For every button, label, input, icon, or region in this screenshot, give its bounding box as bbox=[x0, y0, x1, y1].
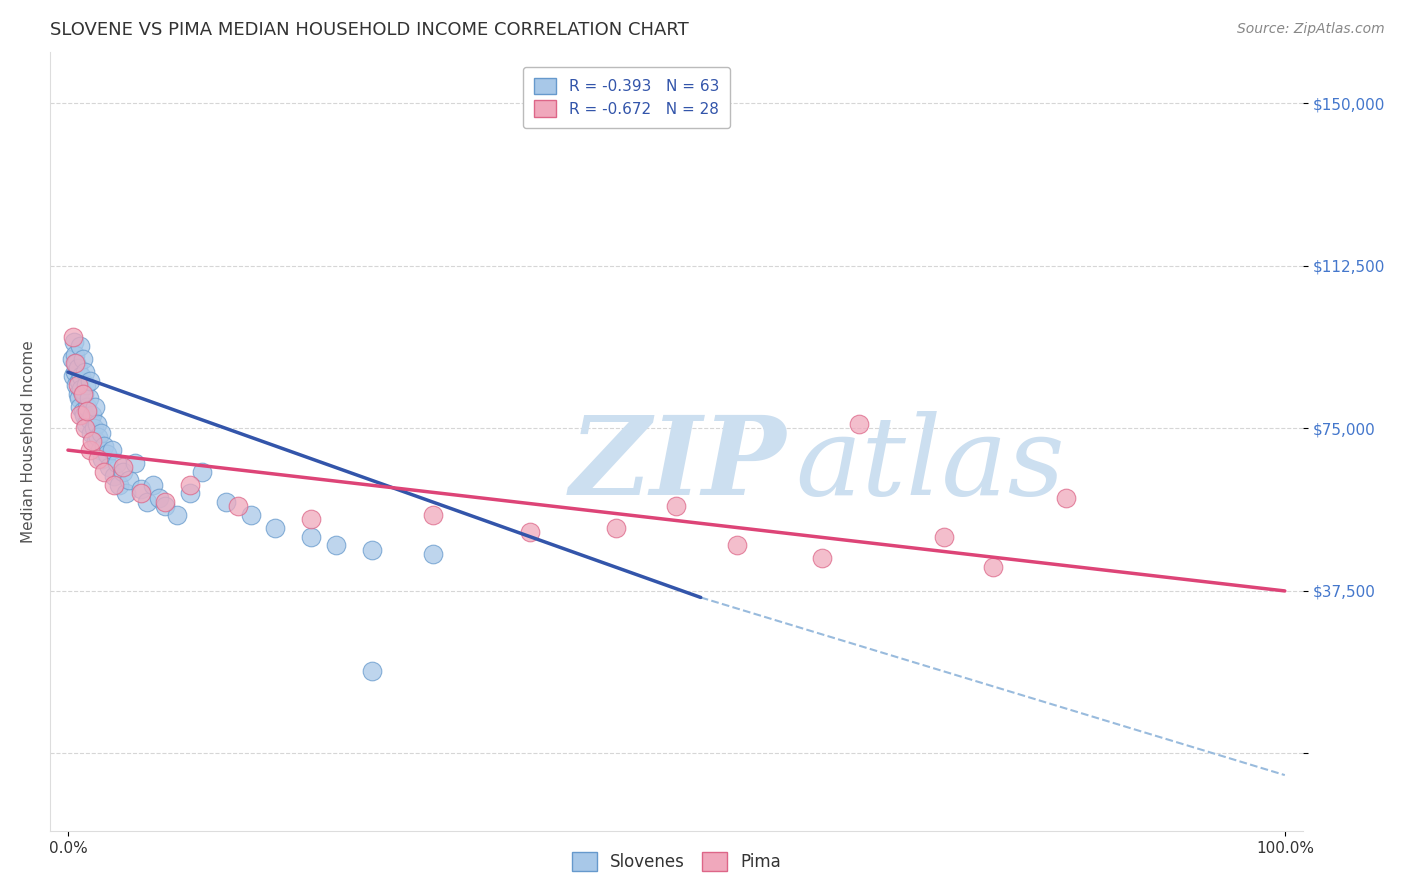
Point bbox=[519, 525, 541, 540]
Point bbox=[86, 417, 108, 431]
Point bbox=[73, 409, 96, 423]
Point bbox=[65, 356, 87, 370]
Legend: Slovenes, Pima: Slovenes, Pima bbox=[565, 846, 787, 878]
Point bbox=[79, 443, 101, 458]
Point bbox=[299, 530, 322, 544]
Point bbox=[118, 474, 141, 488]
Point bbox=[981, 560, 1004, 574]
Point bbox=[75, 378, 97, 392]
Point bbox=[361, 664, 384, 678]
Point bbox=[77, 391, 100, 405]
Point bbox=[96, 447, 118, 461]
Point bbox=[65, 356, 87, 370]
Point bbox=[811, 551, 834, 566]
Point bbox=[79, 413, 101, 427]
Point bbox=[101, 443, 124, 458]
Point bbox=[87, 451, 110, 466]
Point bbox=[105, 456, 128, 470]
Point bbox=[299, 512, 322, 526]
Point bbox=[82, 434, 104, 449]
Point bbox=[87, 430, 110, 444]
Point bbox=[69, 400, 91, 414]
Point bbox=[69, 409, 91, 423]
Point bbox=[70, 383, 93, 397]
Point bbox=[72, 386, 94, 401]
Point bbox=[65, 348, 87, 362]
Point bbox=[93, 465, 115, 479]
Text: SLOVENE VS PIMA MEDIAN HOUSEHOLD INCOME CORRELATION CHART: SLOVENE VS PIMA MEDIAN HOUSEHOLD INCOME … bbox=[49, 21, 689, 39]
Point bbox=[191, 465, 214, 479]
Point bbox=[82, 409, 104, 423]
Point bbox=[76, 400, 98, 414]
Point bbox=[90, 425, 112, 440]
Point bbox=[83, 400, 105, 414]
Point bbox=[98, 460, 121, 475]
Point bbox=[89, 443, 111, 458]
Point bbox=[67, 374, 90, 388]
Point bbox=[62, 330, 84, 344]
Point bbox=[79, 374, 101, 388]
Point bbox=[422, 547, 444, 561]
Point bbox=[325, 538, 347, 552]
Point bbox=[84, 434, 107, 449]
Point bbox=[66, 378, 89, 392]
Point bbox=[725, 538, 748, 552]
Point bbox=[75, 417, 97, 431]
Point bbox=[62, 369, 84, 384]
Point bbox=[103, 469, 125, 483]
Point bbox=[111, 465, 134, 479]
Point bbox=[136, 495, 159, 509]
Point bbox=[83, 421, 105, 435]
Point bbox=[91, 451, 114, 466]
Point bbox=[108, 477, 131, 491]
Point bbox=[665, 500, 688, 514]
Point bbox=[129, 482, 152, 496]
Text: ZIP: ZIP bbox=[569, 411, 786, 518]
Point bbox=[103, 477, 125, 491]
Point bbox=[605, 521, 627, 535]
Point bbox=[60, 352, 83, 367]
Point bbox=[422, 508, 444, 522]
Point bbox=[179, 486, 201, 500]
Point bbox=[155, 495, 177, 509]
Point bbox=[67, 391, 90, 405]
Text: Source: ZipAtlas.com: Source: ZipAtlas.com bbox=[1237, 22, 1385, 37]
Text: atlas: atlas bbox=[796, 411, 1066, 518]
Point bbox=[155, 500, 177, 514]
Point bbox=[228, 500, 250, 514]
Y-axis label: Median Household Income: Median Household Income bbox=[21, 340, 35, 543]
Point bbox=[66, 360, 89, 375]
Point bbox=[1054, 491, 1077, 505]
Point bbox=[932, 530, 955, 544]
Point bbox=[239, 508, 262, 522]
Point bbox=[129, 486, 152, 500]
Point bbox=[73, 365, 96, 379]
Point bbox=[72, 352, 94, 367]
Point bbox=[65, 378, 87, 392]
Point bbox=[70, 369, 93, 384]
Point bbox=[80, 425, 103, 440]
Point bbox=[115, 486, 138, 500]
Point bbox=[73, 386, 96, 401]
Point bbox=[215, 495, 238, 509]
Point bbox=[73, 421, 96, 435]
Point bbox=[72, 404, 94, 418]
Point bbox=[148, 491, 170, 505]
Point bbox=[65, 365, 87, 379]
Point bbox=[63, 334, 86, 349]
Point bbox=[166, 508, 188, 522]
Point bbox=[93, 439, 115, 453]
Point bbox=[179, 477, 201, 491]
Point bbox=[263, 521, 285, 535]
Point bbox=[69, 339, 91, 353]
Point bbox=[66, 386, 89, 401]
Point bbox=[111, 460, 134, 475]
Point bbox=[848, 417, 870, 431]
Point bbox=[142, 477, 165, 491]
Point bbox=[361, 542, 384, 557]
Point bbox=[124, 456, 146, 470]
Point bbox=[76, 404, 98, 418]
